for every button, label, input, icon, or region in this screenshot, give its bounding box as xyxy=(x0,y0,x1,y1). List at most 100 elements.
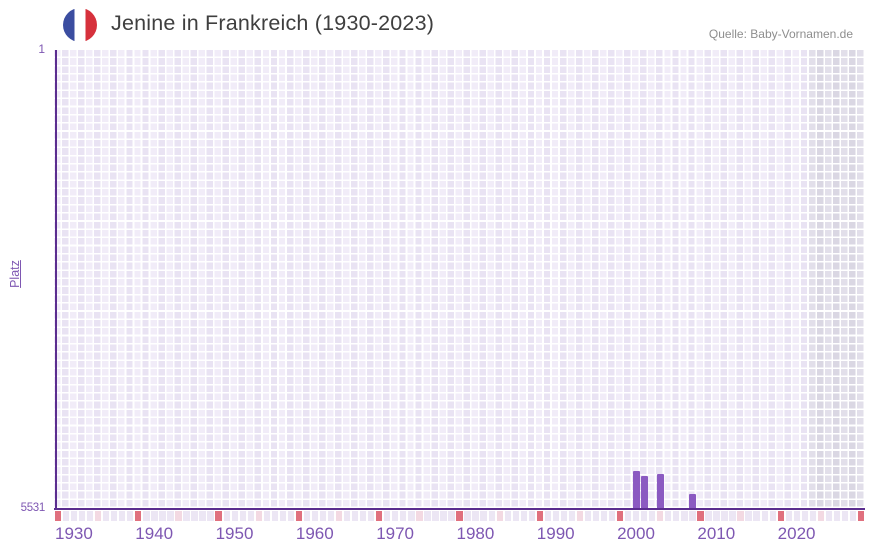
x-tick-label-1960: 1960 xyxy=(295,524,334,543)
y-axis-line xyxy=(55,50,57,510)
year-marker-cell-1985 xyxy=(496,511,503,521)
year-marker-cell-1946 xyxy=(183,511,190,521)
x-tick-label-2010: 2010 xyxy=(697,524,736,543)
x-tick-label-1990: 1990 xyxy=(536,524,575,543)
year-marker-cell-1937 xyxy=(111,511,118,521)
year-marker-cell-2016 xyxy=(745,511,752,521)
year-marker-cell-1957 xyxy=(271,511,278,521)
year-marker-cell-2002 xyxy=(633,511,640,521)
bar-2005[interactable] xyxy=(656,473,664,508)
year-marker-cell-2003 xyxy=(641,511,648,521)
x-tick-label-1950: 1950 xyxy=(215,524,254,543)
year-marker-cell-1943 xyxy=(159,511,166,521)
year-marker-cell-1967 xyxy=(351,511,359,521)
year-marker-cell-1961 xyxy=(303,511,311,521)
year-marker-cell-1949 xyxy=(207,511,214,521)
year-marker-cell-1980 xyxy=(456,511,463,521)
year-marker-cell-1952 xyxy=(231,511,238,521)
year-marker-cell-2014 xyxy=(729,511,736,521)
year-marker-cell-2011 xyxy=(705,511,712,521)
year-marker-cell-1934 xyxy=(87,511,94,521)
year-marker-cell-1962 xyxy=(311,511,319,521)
year-marker-cell-1991 xyxy=(544,511,551,521)
year-marker-cell-2008 xyxy=(681,511,688,521)
year-marker-cell-2006 xyxy=(665,511,672,521)
year-marker-cell-2015 xyxy=(737,511,744,521)
year-marker-cell-1990 xyxy=(536,511,543,521)
year-marker-cell-2026 xyxy=(825,511,833,521)
bar-2009[interactable] xyxy=(688,493,696,508)
year-marker-cell-1932 xyxy=(70,511,78,521)
year-marker-cell-1981 xyxy=(464,511,471,521)
year-marker-cell-1954 xyxy=(247,511,254,521)
x-tick-label-1980: 1980 xyxy=(456,524,495,543)
year-marker-cell-1944 xyxy=(167,511,174,521)
year-marker-cell-1935 xyxy=(95,511,102,521)
year-marker-cell-2019 xyxy=(769,511,776,521)
year-marker-cell-2024 xyxy=(809,511,816,521)
year-marker-cell-1996 xyxy=(584,511,592,521)
year-marker-cell-1999 xyxy=(608,511,616,521)
year-marker-cell-1987 xyxy=(512,511,519,521)
year-marker-cell-1992 xyxy=(552,511,560,521)
x-tick-label-2000: 2000 xyxy=(617,524,655,543)
year-marker-cell-1955 xyxy=(255,511,262,521)
year-marker-cell-1951 xyxy=(223,511,230,521)
year-marker-cell-2007 xyxy=(673,511,680,521)
year-marker-cell-1997 xyxy=(592,511,600,521)
year-marker-cell-2025 xyxy=(817,511,825,521)
year-marker-cell-1970 xyxy=(376,511,383,521)
year-marker-cell-1956 xyxy=(263,511,270,521)
france-flag-icon xyxy=(63,8,97,42)
x-tick-label-1970: 1970 xyxy=(376,524,415,543)
year-marker-cell-1947 xyxy=(191,511,198,521)
plot-area xyxy=(54,50,865,508)
year-marker-cell-1965 xyxy=(335,511,343,521)
year-marker-cell-1942 xyxy=(151,511,158,521)
year-marker-cell-2000 xyxy=(616,511,624,521)
year-marker-cell-1984 xyxy=(488,511,495,521)
year-marker-cell-2005 xyxy=(657,511,664,521)
year-marker-cell-2023 xyxy=(801,511,808,521)
year-marker-cell-1979 xyxy=(448,511,455,521)
year-marker-cell-1983 xyxy=(480,511,487,521)
year-marker-cell-1945 xyxy=(175,511,182,521)
x-tick-label-1930: 1930 xyxy=(55,524,93,543)
year-marker-cell-2013 xyxy=(721,511,728,521)
year-marker-cell-1966 xyxy=(343,511,351,521)
year-marker-cell-1994 xyxy=(568,511,576,521)
chart-title: Jenine in Frankreich (1930-2023) xyxy=(111,11,435,35)
x-axis-line xyxy=(54,508,865,510)
year-marker-cell-1931 xyxy=(62,511,70,521)
year-marker-cell-1939 xyxy=(127,511,134,521)
year-marker-cell-2010 xyxy=(697,511,704,521)
year-marker-cell-1968 xyxy=(360,511,367,521)
source-credit: Quelle: Baby-Vornamen.de xyxy=(708,27,853,41)
year-marker-cell-2021 xyxy=(785,511,792,521)
y-axis-max-label: 1 xyxy=(38,42,45,56)
year-marker-cell-1969 xyxy=(368,511,375,521)
year-marker-cell-2004 xyxy=(649,511,656,521)
year-marker-cell-1930 xyxy=(54,511,62,521)
year-marker-cell-1953 xyxy=(239,511,246,521)
y-axis-min-label: 5531 xyxy=(20,502,46,514)
year-marker-cell-1941 xyxy=(143,511,150,521)
y-axis-title-link[interactable]: Platz xyxy=(8,260,22,288)
year-marker-cell-1975 xyxy=(416,511,423,521)
bar-2003[interactable] xyxy=(640,476,648,508)
future-range-band xyxy=(808,50,865,508)
year-marker-cell-1976 xyxy=(424,511,431,521)
year-marker-cell-1989 xyxy=(528,511,535,521)
x-tick-label-2020: 2020 xyxy=(777,524,816,543)
year-marker-cell-1960 xyxy=(295,511,303,521)
year-marker-cell-1963 xyxy=(319,511,327,521)
year-marker-cell-1933 xyxy=(78,511,86,521)
year-marker-cell-2020 xyxy=(777,511,784,521)
year-marker-cell-1995 xyxy=(576,511,584,521)
year-marker-cell-1964 xyxy=(327,511,335,521)
year-marker-cell-1972 xyxy=(392,511,399,521)
year-marker-cell-1988 xyxy=(520,511,527,521)
bar-2002[interactable] xyxy=(632,471,640,508)
year-marker-cell-1978 xyxy=(440,511,447,521)
